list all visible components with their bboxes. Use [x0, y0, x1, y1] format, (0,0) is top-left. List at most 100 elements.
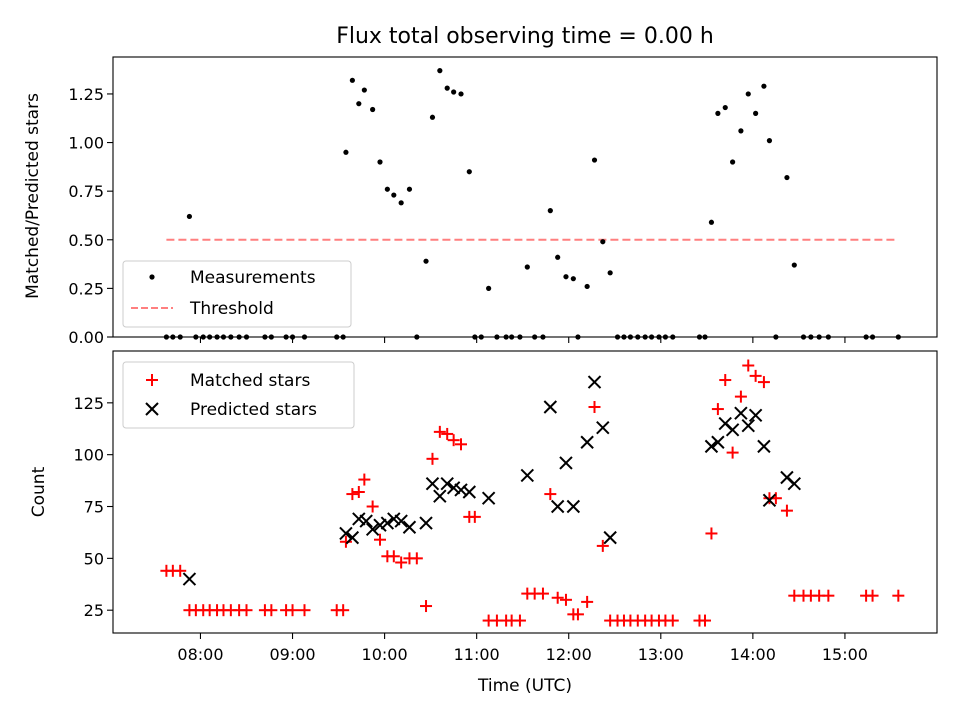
matched-star-point [666, 614, 679, 627]
predicted-star-point [587, 375, 602, 389]
predicted-star-point [580, 435, 594, 449]
predicted-star-point [462, 485, 477, 499]
bottom-ytick-label: 125 [73, 394, 104, 413]
matched-star-point [536, 587, 549, 600]
matched-star-point [711, 403, 724, 416]
measurement-point [532, 334, 538, 340]
legend-label-predicted: Predicted stars [190, 400, 317, 420]
measurement-point [193, 334, 199, 340]
measurement-point [738, 128, 744, 134]
matched-star-point [866, 589, 879, 602]
predicted-star-point [352, 512, 366, 526]
matched-star-point [433, 425, 446, 438]
measurement-point [268, 334, 274, 340]
matched-star-point [298, 604, 311, 617]
predicted-star-point [566, 499, 581, 514]
legend-label-threshold: Threshold [189, 299, 274, 319]
measurement-point [702, 334, 708, 340]
predicted-star-point [359, 514, 373, 528]
xtick-label: 08:00 [177, 645, 223, 664]
x-axis-label: Time (UTC) [477, 676, 572, 696]
measurement-point [825, 334, 831, 340]
measurement-point [214, 334, 220, 340]
measurement-point [262, 334, 268, 340]
top-panel: 0.00 0.25 0.50 0.75 1.00 1.25 Matched/Predict… [23, 56, 938, 347]
measurement-point [524, 264, 530, 270]
legend-label-measurements: Measurements [190, 268, 316, 288]
measurement-point [406, 186, 413, 192]
bottom-plot-frame [112, 350, 938, 634]
matched-star-point [468, 510, 481, 523]
measurement-point [570, 276, 576, 282]
measurement-point [200, 334, 206, 340]
measurement-point [642, 334, 648, 340]
xtick-label: 14:00 [730, 645, 776, 664]
top-legend-box [122, 260, 352, 328]
legend-marker-predicted [145, 402, 159, 416]
measurement-point [437, 68, 443, 74]
predicted-star-point [543, 400, 558, 414]
bottom-ytick-label: 75 [84, 498, 104, 517]
predicted-star-point [339, 526, 353, 541]
matched-star-point [337, 604, 350, 617]
predicted-star-point [345, 530, 360, 545]
measurement-point [283, 334, 289, 340]
measurement-point [696, 334, 703, 340]
top-ytick-label: 1.00 [68, 134, 104, 153]
matched-star-point [719, 374, 732, 387]
matched-star-point [698, 614, 711, 627]
matched-star-point [780, 504, 793, 517]
predicted-star-point [762, 493, 777, 508]
measurement-point [236, 334, 242, 340]
measurement-point [207, 334, 213, 340]
predicted-star-point [711, 435, 725, 449]
predicted-star-point [550, 499, 565, 514]
measurement-point [177, 334, 183, 340]
matched-star-point [410, 552, 423, 565]
measurement-point [621, 334, 627, 340]
measurement-point [414, 334, 420, 340]
measurement-point [429, 114, 436, 120]
measurement-point [472, 334, 478, 340]
bottom-ytick-label: 50 [84, 549, 104, 568]
predicted-star-point [787, 476, 802, 491]
measurement-point [540, 334, 546, 340]
measurement-point [648, 334, 655, 340]
measurement-point [340, 334, 346, 340]
measurement-point [398, 200, 404, 206]
measurement-point [301, 334, 308, 340]
matched-star-point [734, 390, 747, 403]
measurement-point [563, 274, 569, 280]
predicted-star-point [419, 516, 433, 530]
predicted-star-point [734, 406, 748, 420]
xtick-label: 15:00 [822, 645, 868, 664]
matched-star-point [742, 359, 755, 372]
measurement-point [715, 110, 721, 116]
measurement-point [361, 87, 367, 93]
top-ytick-label: 0.00 [68, 328, 104, 347]
measurement-point [869, 334, 876, 340]
bottom-legend: Matched stars Predicted stars [122, 361, 355, 429]
matched-star-point [174, 564, 187, 577]
predicted-star-point [748, 408, 763, 422]
measurement-point [627, 334, 634, 340]
matched-star-point [420, 600, 433, 613]
predicted-star-point [596, 421, 610, 435]
top-plot-frame [112, 56, 938, 338]
bottom-y-axis-label: Count [29, 466, 49, 517]
measurement-point [343, 149, 349, 155]
predicted-star-point [380, 516, 395, 530]
measurement-point [334, 334, 340, 340]
matched-star-point [544, 488, 557, 501]
measurement-point [753, 110, 759, 116]
xtick-label: 13:00 [638, 645, 684, 664]
measurement-point [503, 334, 509, 340]
legend-label-matched: Matched stars [190, 371, 310, 391]
measurement-point [662, 334, 669, 340]
matched-star-point [352, 486, 365, 498]
predicted-star-point [725, 423, 740, 437]
matched-star-point [588, 400, 601, 413]
measurement-point [761, 83, 767, 89]
bottom-x-axis: 08:00 09:00 10:00 11:00 12:00 13:00 14:00 15:00 [177, 633, 868, 664]
predicted-star-point [454, 483, 468, 497]
